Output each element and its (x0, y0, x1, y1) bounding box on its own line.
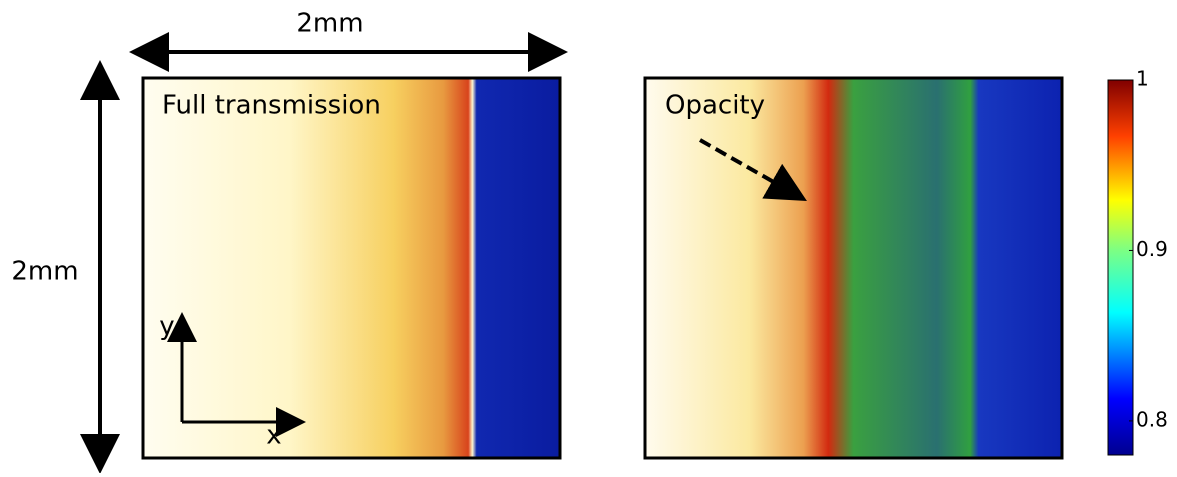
colorbar (1108, 80, 1133, 455)
height-label: 2mm (11, 257, 78, 287)
panel-label: Full transmission (162, 91, 381, 121)
axis-y-label: y (159, 312, 174, 342)
panel-label: Opacity (665, 91, 765, 121)
colorbar-tick-label: 1 (1136, 67, 1149, 91)
figure: 2mm 2mm Full transmission y x Opacity 1 0… (0, 0, 1177, 473)
axis-x-label: x (266, 421, 281, 451)
width-label: 2mm (296, 9, 363, 39)
colorbar-tick-label: 0.9 (1136, 237, 1168, 261)
right-image (645, 78, 1062, 458)
colorbar-tick-label: 0.8 (1136, 407, 1168, 431)
left-image (143, 78, 560, 458)
